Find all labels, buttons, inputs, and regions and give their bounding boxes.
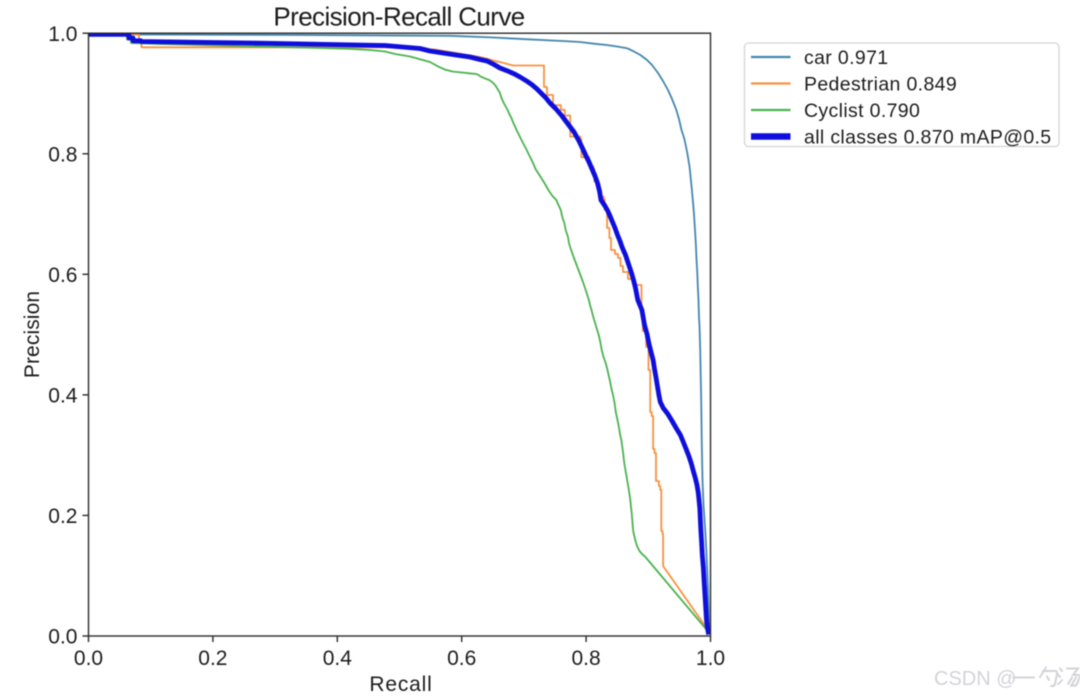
- svg-text:0.2: 0.2: [198, 647, 227, 670]
- svg-text:car 0.971: car 0.971: [804, 47, 888, 69]
- svg-text:CSDN @: CSDN @: [934, 668, 1017, 690]
- svg-text:Recall: Recall: [369, 673, 432, 696]
- svg-text:Pedestrian 0.849: Pedestrian 0.849: [804, 74, 957, 96]
- svg-text:1.0: 1.0: [696, 647, 725, 670]
- svg-text:Cyclist 0.790: Cyclist 0.790: [804, 100, 920, 122]
- svg-text:Precision: Precision: [21, 291, 44, 378]
- svg-text:all classes 0.870 mAP@0.5: all classes 0.870 mAP@0.5: [804, 127, 1052, 149]
- svg-text:1.0: 1.0: [48, 23, 77, 46]
- svg-text:0.6: 0.6: [447, 647, 476, 670]
- svg-text:0.8: 0.8: [571, 647, 600, 670]
- svg-text:0.0: 0.0: [48, 626, 77, 649]
- svg-text:0.0: 0.0: [74, 647, 103, 670]
- svg-text:0.2: 0.2: [48, 505, 77, 528]
- svg-text:0.4: 0.4: [323, 647, 353, 670]
- svg-text:0.8: 0.8: [48, 143, 77, 166]
- svg-text:0.6: 0.6: [48, 264, 77, 287]
- svg-text:0.4: 0.4: [48, 385, 78, 408]
- svg-text:Precision-Recall Curve: Precision-Recall Curve: [273, 1, 524, 31]
